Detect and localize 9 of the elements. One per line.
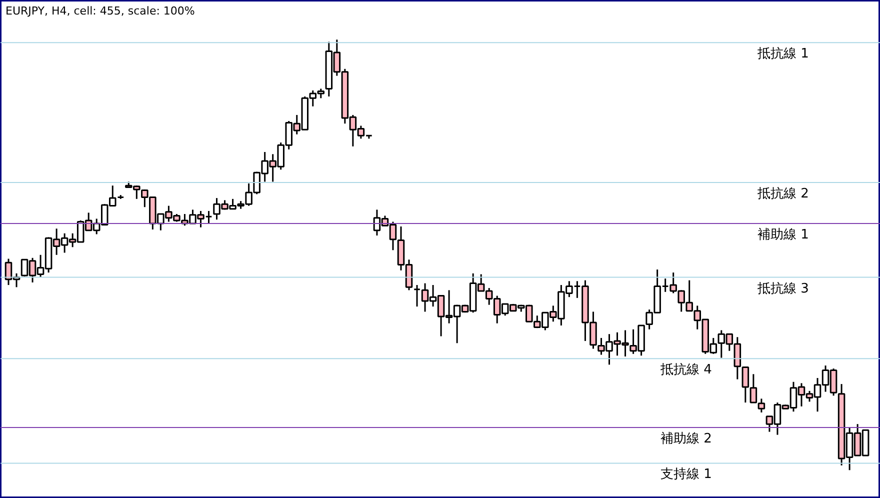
- ref-line-label: 支持線 1: [660, 467, 712, 482]
- ref-line-label: 抵抗線 1: [756, 46, 809, 62]
- candlestick: [413, 284, 421, 308]
- ref-line-label: 補助線 2: [660, 432, 712, 447]
- ref-line-label: 抵抗線 2: [756, 186, 809, 202]
- chart-title: EURJPY, H4, cell: 455, scale: 100%: [6, 4, 195, 18]
- ref-line-label: 抵抗線 3: [756, 281, 809, 296]
- ref-line-label: 補助線 1: [758, 227, 809, 242]
- ref-line-label: 抵抗線 4: [660, 362, 712, 378]
